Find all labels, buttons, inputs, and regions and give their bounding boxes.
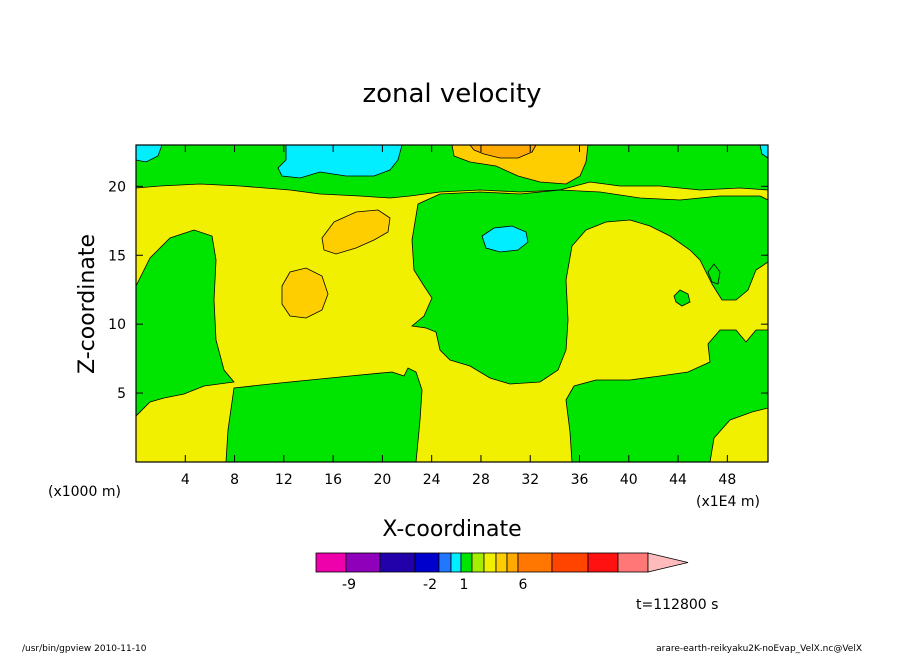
colorbar-label: -2	[423, 577, 437, 593]
colorbar-segment	[495, 552, 508, 573]
colorbar: -9 -2 1 6	[315, 552, 689, 593]
x-unit-right: (x1E4 m)	[696, 494, 760, 510]
footer-left: /usr/bin/gpview 2010-11-10	[22, 644, 147, 654]
region-gold-blob-b	[281, 267, 329, 319]
x-axis: 4 8 12 16 20 24 28 32 36 40 44 48	[181, 145, 736, 488]
region-green-left	[136, 229, 235, 417]
colorbar-segment	[315, 552, 347, 573]
region-green-islet-a	[673, 289, 691, 307]
y-tick-label: 10	[108, 317, 126, 333]
x-tick-label: 32	[521, 472, 539, 488]
x-tick-label: 28	[472, 472, 490, 488]
colorbar-segment	[506, 552, 519, 573]
x-tick-label: 8	[230, 472, 239, 488]
region-cyan-topleft	[136, 145, 163, 163]
x-unit-left: (x1000 m)	[48, 484, 121, 500]
colorbar-segment	[345, 552, 381, 573]
colorbar-segment	[379, 552, 416, 573]
time-label: t=112800 s	[636, 597, 718, 613]
region-orange-top	[469, 145, 537, 159]
x-tick-label: 36	[571, 472, 589, 488]
plot-area	[135, 144, 769, 463]
y-tick-label: 20	[108, 179, 126, 195]
x-tick-label: 20	[373, 472, 391, 488]
chart-title: zonal velocity	[362, 79, 541, 109]
colorbar-segment	[587, 552, 619, 573]
y-axis-label: Z-coordinate	[75, 234, 100, 374]
x-tick-label: 4	[181, 472, 190, 488]
colorbar-segment	[438, 552, 452, 573]
colorbar-arrow	[647, 552, 689, 573]
x-axis-label: X-coordinate	[382, 517, 521, 542]
y-axis: 5 10 15 20	[108, 179, 768, 402]
y-tick-label: 15	[108, 248, 126, 264]
colorbar-segment	[483, 552, 497, 573]
colorbar-segment	[471, 552, 485, 573]
colorbar-label: 1	[460, 577, 469, 593]
x-tick-label: 16	[324, 472, 342, 488]
region-gold-blob-a	[321, 209, 391, 255]
region-cyan-center	[481, 225, 529, 253]
colorbar-segment	[517, 552, 553, 573]
x-tick-label: 40	[620, 472, 638, 488]
colorbar-segment	[414, 552, 440, 573]
region-green-islet-b	[707, 263, 721, 285]
region-cyan-topright	[759, 145, 768, 159]
colorbar-segment	[617, 552, 649, 573]
footer-right: arare-earth-reikyaku2K-noEvap_VelX.nc@Ve…	[656, 644, 862, 654]
region-cyan-top	[277, 145, 403, 179]
x-tick-label: 24	[423, 472, 441, 488]
colorbar-label: -9	[342, 577, 356, 593]
x-tick-label: 12	[275, 472, 293, 488]
colorbar-segment	[551, 552, 589, 573]
y-tick-label: 5	[117, 386, 126, 402]
x-tick-label: 48	[718, 472, 736, 488]
x-tick-label: 44	[669, 472, 687, 488]
colorbar-label: 6	[519, 577, 528, 593]
region-green-bottom-right	[565, 329, 768, 462]
colorbar-segment	[450, 552, 462, 573]
region-green-bottom-left	[225, 367, 423, 462]
plot-frame	[135, 144, 769, 463]
colorbar-segment	[460, 552, 473, 573]
